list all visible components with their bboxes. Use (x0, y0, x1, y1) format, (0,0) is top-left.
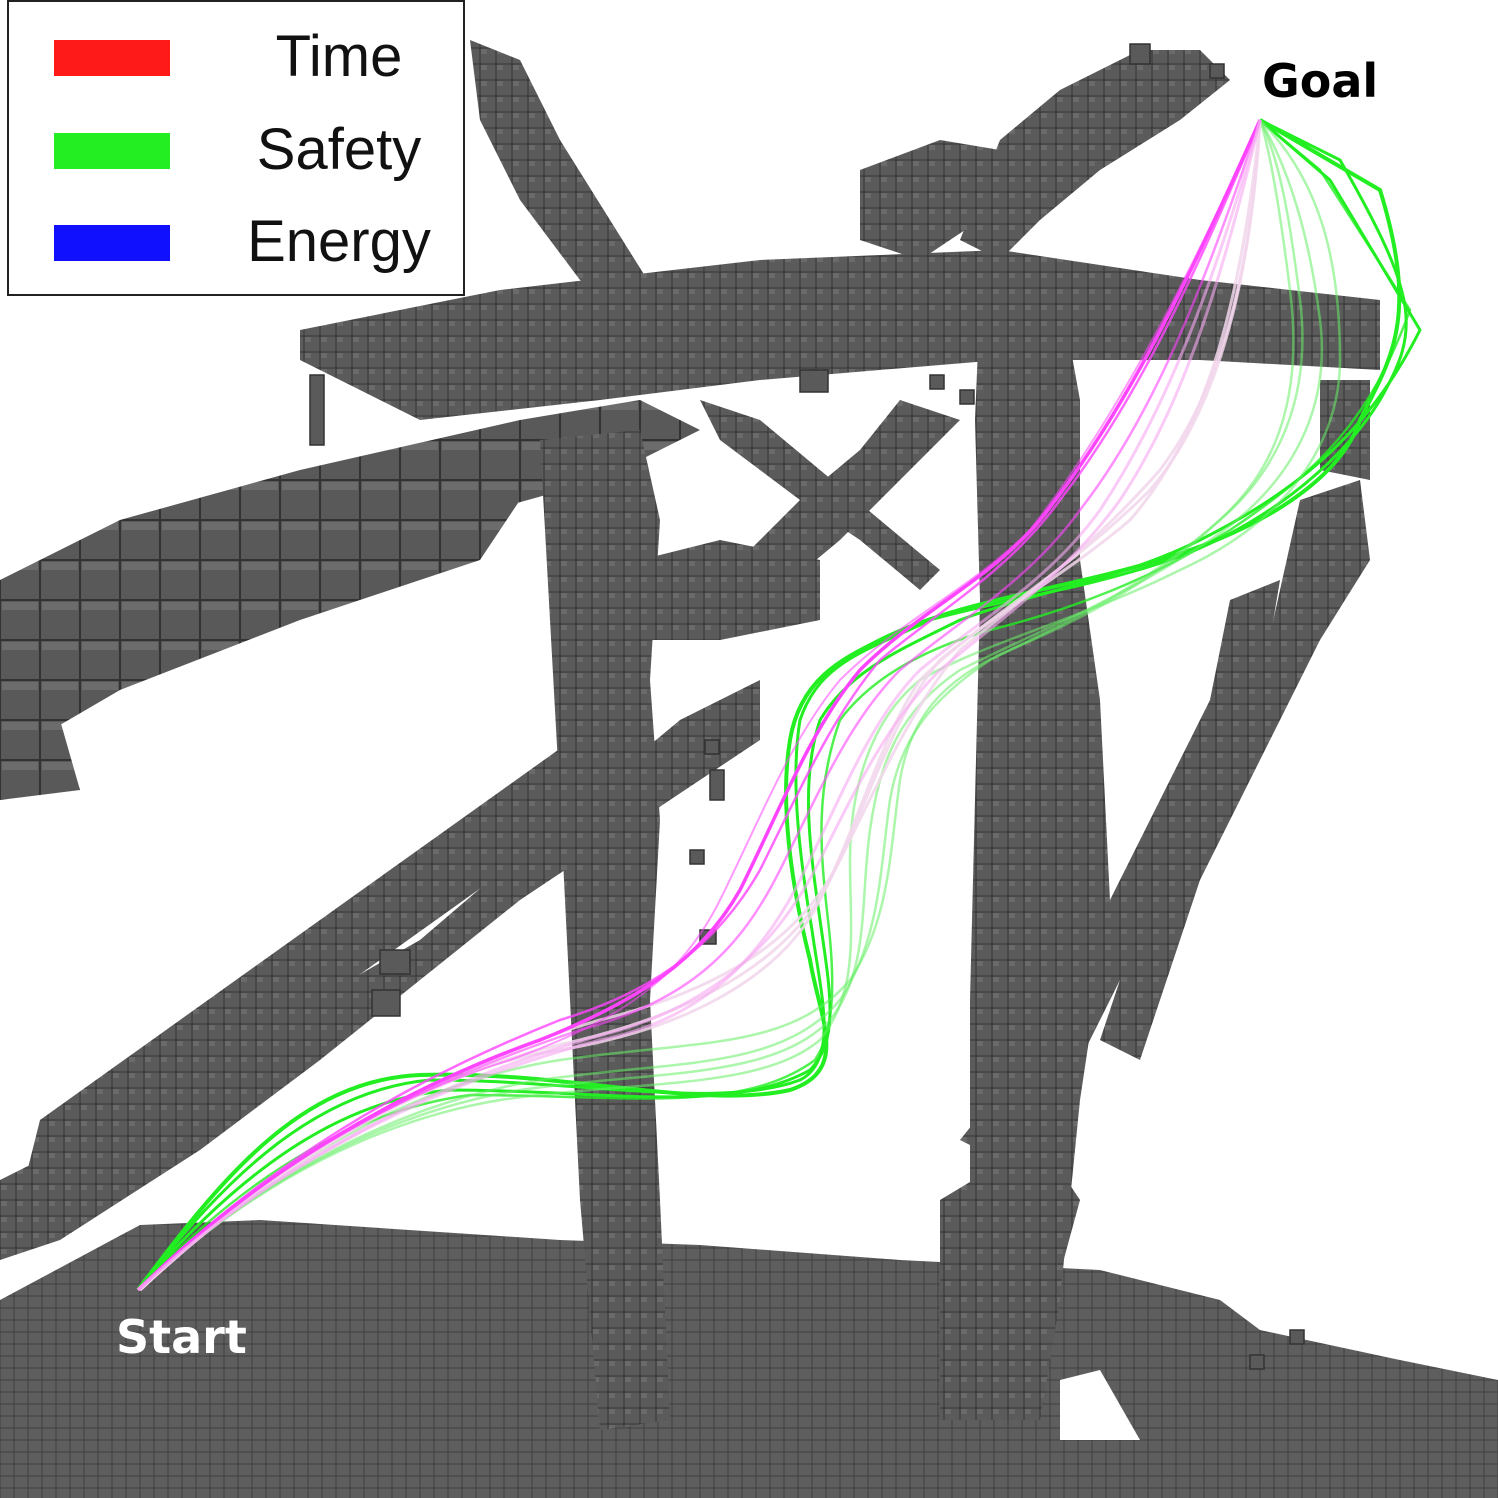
voxel-floor (0, 1220, 1498, 1498)
paths-pink (136, 119, 1262, 1292)
legend-item-time: Time (9, 22, 463, 92)
legend-item-safety: Safety (9, 115, 463, 185)
voxel-tower-top (300, 40, 1380, 640)
legend-label-time: Time (275, 24, 403, 89)
goal-label: Goal (1262, 54, 1379, 108)
paths-magenta (136, 119, 1262, 1292)
legend-swatch-energy (54, 225, 170, 261)
legend-label-energy: Energy (247, 209, 431, 274)
legend: Time Safety Energy (7, 0, 465, 296)
legend-label-safety: Safety (256, 117, 422, 182)
legend-swatch-time (54, 40, 170, 76)
start-label: Start (116, 1310, 247, 1364)
legend-swatch-safety (54, 133, 170, 169)
legend-item-energy: Energy (9, 207, 463, 277)
voxel-tower-leg-left (540, 430, 670, 1430)
